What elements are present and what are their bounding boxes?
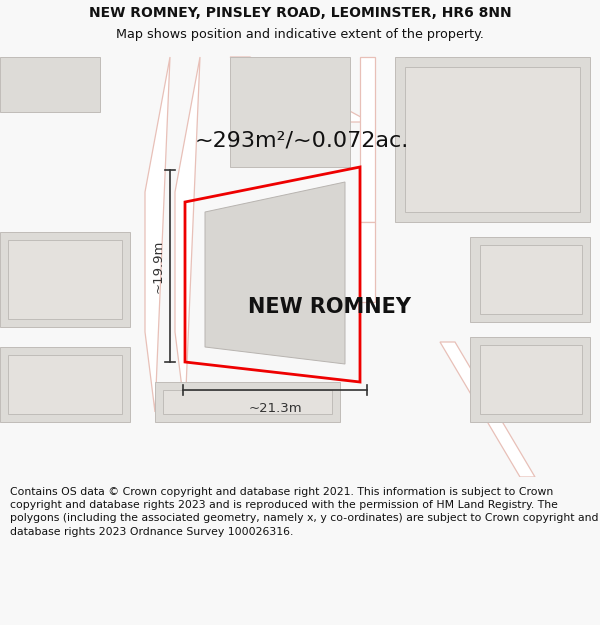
Polygon shape	[155, 382, 340, 422]
Polygon shape	[440, 342, 535, 477]
Polygon shape	[480, 345, 582, 414]
Polygon shape	[395, 57, 590, 222]
Text: Contains OS data © Crown copyright and database right 2021. This information is : Contains OS data © Crown copyright and d…	[10, 487, 599, 537]
Text: Map shows position and indicative extent of the property.: Map shows position and indicative extent…	[116, 28, 484, 41]
Polygon shape	[8, 240, 122, 319]
Polygon shape	[360, 57, 375, 222]
Polygon shape	[480, 245, 582, 314]
Text: ~19.9m: ~19.9m	[151, 239, 164, 292]
Polygon shape	[470, 337, 590, 422]
Polygon shape	[405, 67, 580, 212]
Polygon shape	[205, 182, 345, 364]
Polygon shape	[8, 355, 122, 414]
Polygon shape	[163, 390, 332, 414]
Polygon shape	[175, 57, 200, 412]
Text: ~21.3m: ~21.3m	[248, 402, 302, 415]
Polygon shape	[0, 232, 130, 327]
Polygon shape	[360, 222, 375, 302]
Polygon shape	[0, 57, 100, 112]
Text: NEW ROMNEY, PINSLEY ROAD, LEOMINSTER, HR6 8NN: NEW ROMNEY, PINSLEY ROAD, LEOMINSTER, HR…	[89, 6, 511, 20]
Text: NEW ROMNEY: NEW ROMNEY	[248, 297, 412, 317]
Polygon shape	[145, 57, 170, 412]
Text: ~293m²/~0.072ac.: ~293m²/~0.072ac.	[195, 130, 409, 150]
Polygon shape	[470, 237, 590, 322]
Polygon shape	[0, 347, 130, 422]
Polygon shape	[230, 57, 350, 167]
Polygon shape	[230, 57, 370, 122]
